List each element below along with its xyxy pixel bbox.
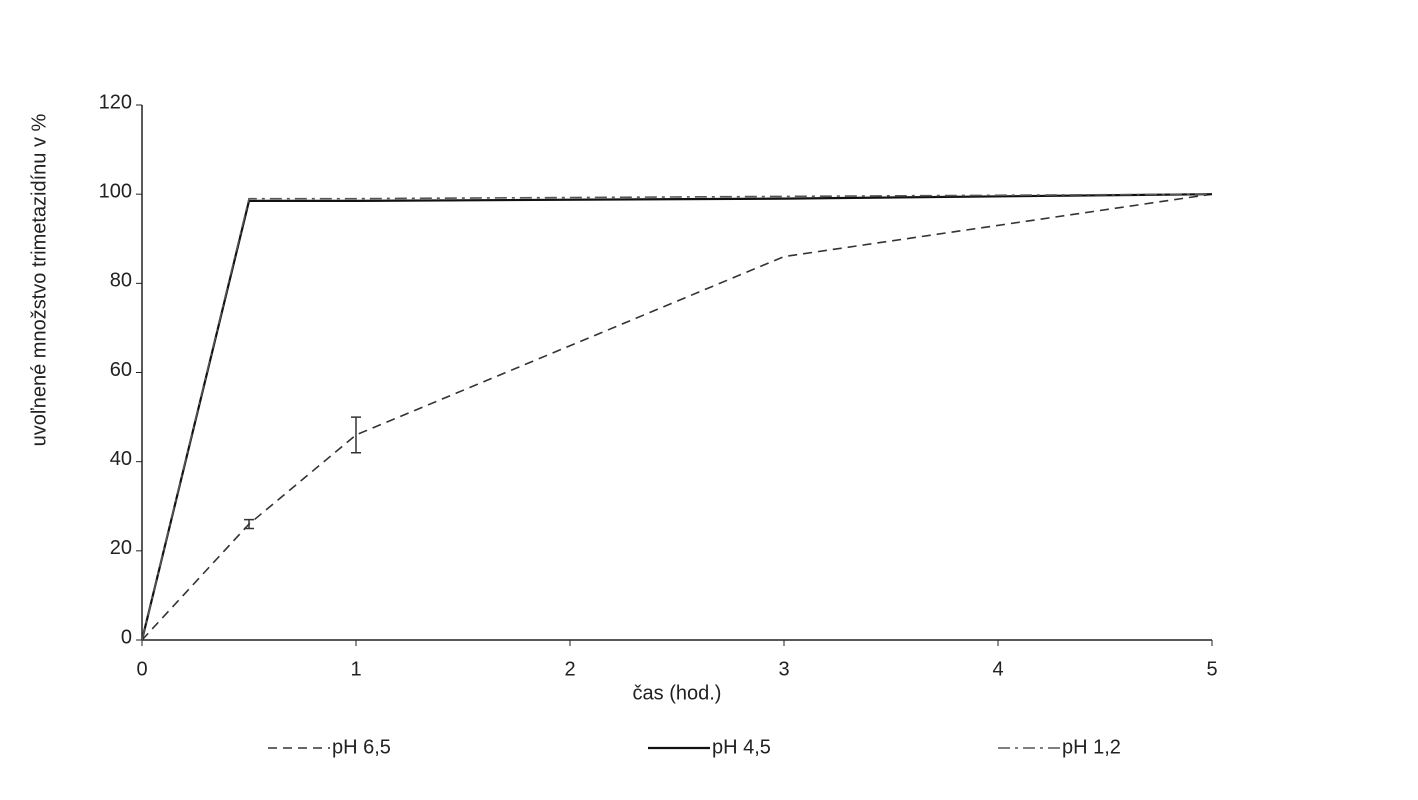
y-tick-label: 100: [99, 180, 132, 202]
y-axis-label: uvoľnené množstvo trimetazidínu v %: [28, 113, 50, 446]
y-tick-label: 40: [110, 448, 132, 470]
x-tick-label: 2: [564, 658, 575, 680]
y-tick-label: 0: [121, 626, 132, 648]
y-tick-label: 60: [110, 359, 132, 381]
y-tick-label: 80: [110, 270, 132, 292]
x-tick-label: 4: [992, 658, 1003, 680]
x-axis-label: čas (hod.): [633, 682, 722, 704]
series-line: [141, 193, 1213, 641]
x-tick-label: 5: [1206, 658, 1217, 680]
legend-label: pH 1,2: [1062, 736, 1121, 758]
x-tick-label: 1: [350, 658, 361, 680]
y-tick-label: 20: [110, 537, 132, 559]
y-tick-label: 120: [99, 91, 132, 113]
series-line: [140, 193, 1213, 641]
error-bar: [244, 518, 254, 530]
x-tick-label: 0: [136, 658, 147, 680]
legend-label: pH 6,5: [332, 736, 391, 758]
legend-label: pH 4,5: [712, 736, 771, 758]
x-tick-label: 3: [778, 658, 789, 680]
series-line: [141, 193, 1213, 641]
error-bar: [351, 416, 361, 454]
